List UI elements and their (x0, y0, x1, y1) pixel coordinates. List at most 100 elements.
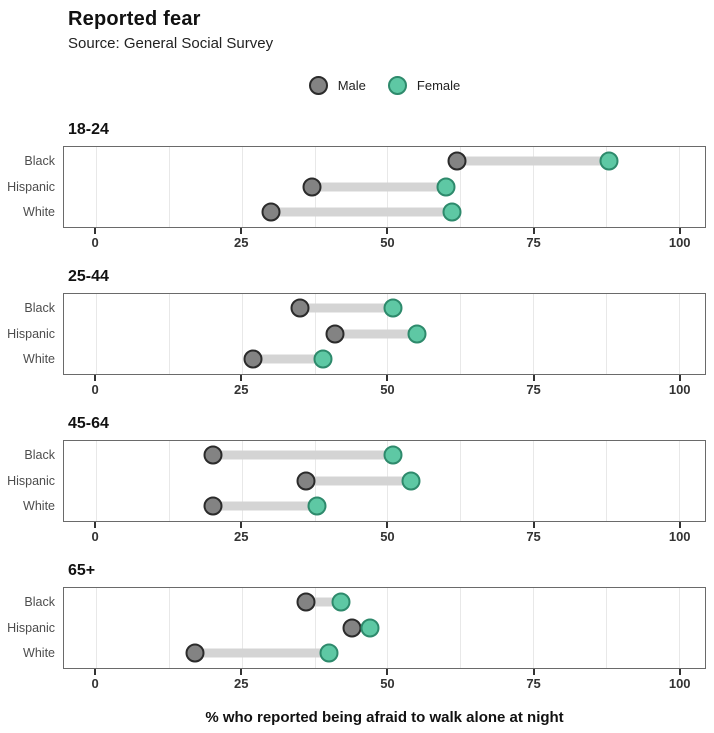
legend-label-male: Male (337, 78, 366, 93)
chart-subtitle: Source: General Social Survey (68, 35, 274, 52)
tick-label: 0 (91, 529, 99, 544)
tick-mark (532, 522, 535, 528)
male-dot (243, 349, 263, 369)
female-dot (307, 496, 327, 516)
tick-label: 100 (668, 676, 691, 691)
male-dot (342, 618, 362, 638)
tick-label: 50 (380, 529, 395, 544)
gridline (314, 588, 316, 668)
female-dot (360, 618, 380, 638)
gridline (460, 294, 462, 374)
male-dot (203, 496, 223, 516)
tick-label: 75 (526, 676, 541, 691)
female-dot (319, 643, 339, 663)
gridline (241, 147, 243, 227)
dumbbell-connector (195, 648, 330, 658)
dumbbell-connector (311, 182, 446, 192)
female-dot (407, 324, 427, 344)
category-label: White (23, 498, 55, 513)
female-dot-icon (387, 76, 407, 95)
gridline (314, 294, 316, 374)
tick-label: 50 (380, 382, 395, 397)
tick-mark (240, 375, 243, 381)
panel-45-64: 45-64 Black Hispanic White 0 25 50 75 100 (7, 415, 706, 549)
male-dot (296, 471, 316, 491)
chart-title: Reported fear (68, 8, 201, 30)
legend: Male Female (63, 76, 706, 95)
tick-mark (94, 375, 97, 381)
panel-title: 25-44 (68, 268, 109, 285)
gridline (96, 294, 98, 374)
gridline (168, 441, 170, 521)
gridline (96, 147, 98, 227)
gridline (241, 294, 243, 374)
x-axis: 0 25 50 75 100 (63, 669, 706, 696)
gridline (605, 294, 607, 374)
female-dot (383, 445, 403, 465)
panel-plot-area: Black Hispanic White (7, 146, 706, 228)
tick-label: 25 (234, 235, 249, 250)
female-dot (313, 349, 333, 369)
gridline (533, 441, 535, 521)
x-axis: 0 25 50 75 100 (63, 375, 706, 402)
dumbbell-connector (253, 354, 324, 364)
panel-title: 18-24 (68, 121, 109, 138)
tick-label: 25 (234, 382, 249, 397)
tick-mark (532, 375, 535, 381)
gridline (678, 441, 680, 521)
female-dot (599, 151, 619, 171)
male-dot (302, 177, 322, 197)
category-label: Hispanic (7, 327, 55, 341)
female-dot (383, 298, 403, 318)
gridline (460, 588, 462, 668)
category-label: Hispanic (7, 180, 55, 194)
category-label: Black (24, 154, 55, 169)
tick-mark (678, 522, 681, 528)
tick-label: 25 (234, 676, 249, 691)
tick-mark (240, 522, 243, 528)
panel-plot-area: Black Hispanic White (7, 587, 706, 669)
gridline (460, 147, 462, 227)
category-label: White (23, 204, 55, 219)
female-dot (331, 592, 351, 612)
category-label: Black (24, 448, 55, 463)
category-label: Black (24, 595, 55, 610)
gridline (678, 294, 680, 374)
gridline (678, 588, 680, 668)
tick-label: 75 (526, 382, 541, 397)
gridline (460, 441, 462, 521)
tick-label: 75 (526, 235, 541, 250)
tick-mark (678, 669, 681, 675)
gridline (168, 147, 170, 227)
male-dot (447, 151, 467, 171)
panels-container: 18-24 Black Hispanic White 0 25 50 75 100 25-44 Bl… (0, 121, 714, 696)
tick-mark (678, 375, 681, 381)
male-dot (185, 643, 205, 663)
dumbbell-connector (270, 207, 452, 217)
tick-label: 100 (668, 529, 691, 544)
panel-65+: 65+ Black Hispanic White 0 25 50 75 100 (7, 562, 706, 696)
category-label: Hispanic (7, 621, 55, 635)
dumbbell-connector (457, 156, 609, 166)
x-axis: 0 25 50 75 100 (63, 228, 706, 255)
tick-label: 50 (380, 235, 395, 250)
panel-plot-area: Black Hispanic White (7, 440, 706, 522)
category-label: Hispanic (7, 474, 55, 488)
panel-plot-area: Black Hispanic White (7, 293, 706, 375)
category-label: White (23, 645, 55, 660)
dumbbell-connector (305, 476, 411, 486)
tick-mark (386, 228, 389, 234)
tick-label: 100 (668, 235, 691, 250)
gridline (533, 147, 535, 227)
male-dot (261, 202, 281, 222)
tick-label: 0 (91, 676, 99, 691)
tick-mark (678, 228, 681, 234)
tick-label: 0 (91, 382, 99, 397)
female-dot (436, 177, 456, 197)
x-axis: 0 25 50 75 100 (63, 522, 706, 549)
tick-label: 100 (668, 382, 691, 397)
dumbbell-connector (300, 303, 394, 313)
tick-label: 0 (91, 235, 99, 250)
tick-mark (240, 228, 243, 234)
legend-item-female: Female (387, 76, 460, 95)
